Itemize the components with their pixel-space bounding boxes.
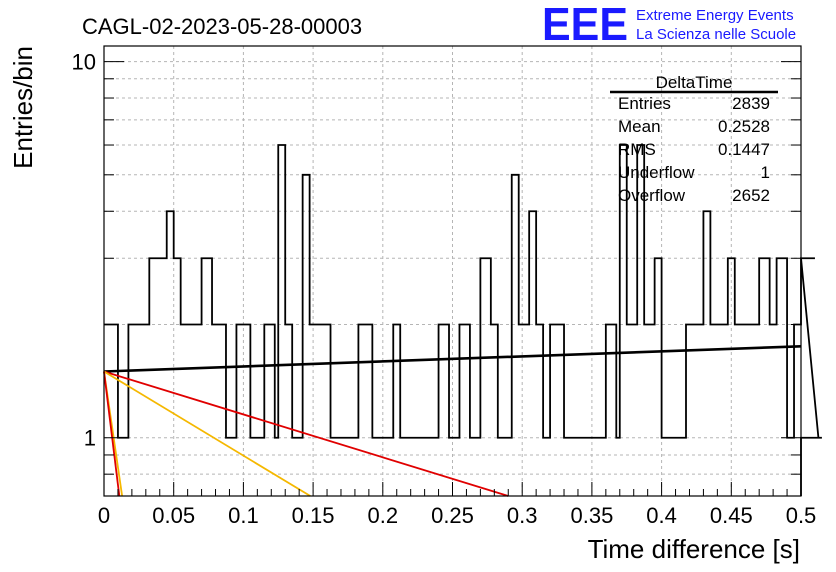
y-tick-label: 1 — [84, 426, 96, 451]
x-tick-label: 0.5 — [786, 503, 817, 528]
stats-value: 1 — [761, 163, 770, 182]
y-axis-ticks: 1 10 — [72, 50, 801, 475]
logo-line-1: Extreme Energy Events — [636, 7, 794, 24]
stats-value: 0.2528 — [718, 117, 770, 136]
histogram-bars — [104, 144, 822, 496]
stats-label: Overflow — [618, 186, 686, 205]
stats-label: Underflow — [618, 163, 695, 182]
x-tick-label: 0.2 — [368, 503, 399, 528]
x-tick-label: 0.1 — [228, 503, 259, 528]
x-tick-label: 0 — [98, 503, 110, 528]
x-tick-label: 0.15 — [292, 503, 335, 528]
chart-title: CAGL-02-2023-05-28-00003 — [82, 14, 362, 39]
x-tick-label: 0.05 — [152, 503, 195, 528]
y-tick-label: 10 — [72, 50, 96, 75]
stats-title: DeltaTime — [656, 73, 733, 92]
stats-value: 0.1447 — [718, 140, 770, 159]
eee-logo: EEE Extreme Energy Events La Scienza nel… — [542, 0, 796, 50]
function-curve — [103, 370, 509, 497]
function-curves — [103, 345, 802, 497]
function-curve — [103, 345, 802, 373]
function-curve — [103, 371, 121, 497]
x-tick-label: 0.45 — [710, 503, 753, 528]
function-curve — [103, 370, 311, 497]
stats-label: Entries — [618, 94, 671, 113]
x-axis-ticks: 0 0.05 0.1 0.15 0.2 0.25 0.3 0.35 0.4 0.45 0.5 — [98, 482, 816, 528]
y-axis-title: Entries/bin — [8, 46, 38, 169]
grid-lines — [104, 46, 801, 496]
histogram-outline — [104, 144, 822, 496]
stats-label: Mean — [618, 117, 661, 136]
x-tick-label: 0.35 — [570, 503, 613, 528]
x-axis-title: Time difference [s] — [588, 534, 800, 564]
stats-value: 2652 — [732, 186, 770, 205]
x-tick-label: 0.4 — [646, 503, 677, 528]
stats-value: 2839 — [732, 94, 770, 113]
stats-rows: Entries 2839 Mean 0.2528 RMS 0.1447 Underflow 1… — [618, 94, 770, 205]
stats-box: DeltaTime Entries 2839 Mean 0.2528 RMS 0.1447… — [610, 73, 778, 205]
stats-label: RMS — [618, 140, 656, 159]
logo-eee-text: EEE — [542, 0, 628, 50]
x-tick-label: 0.25 — [431, 503, 474, 528]
logo-line-2: La Scienza nelle Scuole — [636, 26, 796, 43]
x-tick-label: 0.3 — [507, 503, 538, 528]
